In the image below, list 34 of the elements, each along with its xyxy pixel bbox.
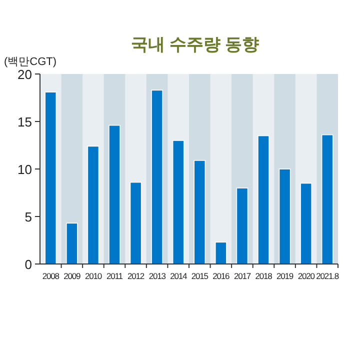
bar — [214, 242, 227, 264]
x-tick-label: 2008 — [42, 271, 60, 281]
bar — [258, 135, 270, 264]
x-tick-label: 2017 — [234, 271, 252, 281]
bar — [236, 188, 248, 264]
x-tick-label: 2011 — [106, 271, 124, 281]
x-tick-label: 2010 — [84, 271, 102, 281]
x-tick-label: 2013 — [148, 271, 166, 281]
x-tick-label: 2016 — [212, 271, 230, 281]
chart-title: 국내 수주량 동향 — [130, 35, 260, 54]
x-tick-label: 2020 — [298, 271, 316, 281]
bar — [300, 182, 312, 264]
bar — [194, 160, 206, 264]
bar — [321, 134, 334, 264]
y-tick-label: 5 — [24, 210, 32, 224]
y-tick-label: 20 — [18, 67, 32, 82]
y-axis-title: (백만CGT) — [4, 56, 57, 68]
x-tick-label: 2015 — [191, 271, 209, 281]
x-tick-label: 2012 — [128, 271, 145, 281]
x-tick-label: 2009 — [64, 271, 82, 281]
bar — [87, 146, 100, 264]
x-tick-label: 2019 — [276, 271, 294, 281]
bar — [66, 222, 78, 264]
bar — [108, 124, 120, 264]
y-tick-label: 15 — [18, 114, 32, 130]
bar — [44, 92, 57, 264]
bar — [278, 168, 291, 264]
x-tick-label: 2014 — [170, 271, 188, 281]
x-tick-label: 2018 — [255, 271, 273, 281]
y-tick-label: 0 — [24, 257, 32, 272]
bar — [172, 140, 184, 264]
bar — [130, 182, 142, 264]
x-tick-label: 2021.8 — [316, 271, 340, 281]
y-tick-label: 10 — [18, 162, 32, 177]
